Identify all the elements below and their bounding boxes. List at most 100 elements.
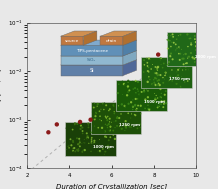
Point: [113, 137, 117, 140]
Point: [73, 146, 76, 149]
Point: [193, 38, 197, 41]
Point: [106, 144, 110, 147]
Point: [127, 102, 130, 105]
Point: [93, 118, 96, 121]
Point: [78, 120, 82, 123]
Point: [208, 50, 212, 53]
Point: [207, 62, 210, 65]
Point: [158, 59, 162, 62]
Point: [172, 41, 175, 44]
Point: [142, 70, 145, 74]
Point: [152, 100, 155, 103]
Point: [159, 95, 162, 98]
Point: [107, 147, 111, 150]
Point: [118, 125, 121, 128]
Point: [71, 140, 75, 143]
Point: [130, 123, 134, 126]
Point: [209, 34, 212, 37]
Point: [133, 105, 136, 108]
Point: [106, 131, 109, 134]
Point: [162, 80, 165, 83]
Point: [85, 137, 89, 140]
Point: [160, 94, 163, 97]
Point: [120, 127, 123, 130]
Point: [112, 151, 115, 154]
Point: [212, 34, 215, 37]
Point: [135, 108, 138, 111]
Point: [187, 68, 190, 71]
Point: [133, 82, 136, 85]
Text: 1500 rpm: 1500 rpm: [144, 100, 165, 104]
Point: [174, 37, 177, 40]
Point: [86, 137, 89, 140]
Point: [145, 88, 148, 91]
Point: [94, 115, 97, 118]
Point: [182, 57, 185, 60]
Point: [98, 138, 101, 141]
Point: [131, 105, 135, 108]
Point: [98, 135, 101, 138]
Point: [189, 57, 192, 60]
Point: [146, 80, 150, 83]
Point: [93, 141, 96, 144]
Point: [178, 58, 182, 61]
Point: [179, 85, 182, 88]
Point: [196, 50, 199, 53]
Point: [175, 38, 178, 41]
Point: [214, 41, 217, 44]
Point: [81, 126, 84, 129]
Bar: [116, 80, 167, 111]
Point: [82, 141, 85, 144]
Point: [147, 57, 151, 60]
Point: [133, 87, 137, 90]
Point: [105, 123, 109, 126]
Point: [191, 49, 194, 52]
Point: [105, 136, 108, 139]
Point: [153, 92, 156, 95]
Point: [146, 89, 150, 92]
Point: [126, 124, 129, 127]
Point: [186, 33, 189, 36]
Point: [161, 76, 165, 79]
Point: [190, 56, 193, 59]
Point: [119, 108, 123, 111]
Point: [101, 110, 105, 113]
Point: [177, 52, 181, 55]
Point: [162, 102, 166, 105]
Point: [141, 79, 144, 82]
Point: [136, 97, 140, 100]
Point: [107, 128, 111, 131]
Point: [104, 104, 108, 107]
Point: [112, 134, 115, 137]
Point: [185, 85, 189, 88]
Point: [157, 58, 160, 61]
Point: [124, 105, 127, 108]
Point: [180, 84, 183, 88]
Point: [174, 43, 177, 46]
Point: [174, 80, 177, 83]
Point: [81, 129, 84, 132]
Point: [83, 138, 86, 141]
Point: [208, 60, 211, 63]
Point: [171, 33, 174, 36]
Point: [194, 41, 198, 44]
Point: [154, 97, 157, 100]
Point: [128, 109, 131, 112]
Point: [177, 34, 180, 37]
Point: [128, 89, 131, 92]
Point: [104, 116, 108, 119]
Point: [148, 108, 151, 111]
Point: [128, 103, 131, 106]
Point: [196, 35, 199, 38]
Point: [121, 131, 125, 134]
Point: [65, 148, 68, 151]
Point: [103, 127, 106, 130]
Point: [112, 110, 116, 113]
Point: [95, 124, 99, 127]
Point: [159, 63, 163, 66]
Point: [153, 81, 156, 84]
Point: [157, 53, 160, 56]
Polygon shape: [61, 60, 136, 65]
Point: [173, 79, 177, 82]
Point: [194, 48, 198, 51]
